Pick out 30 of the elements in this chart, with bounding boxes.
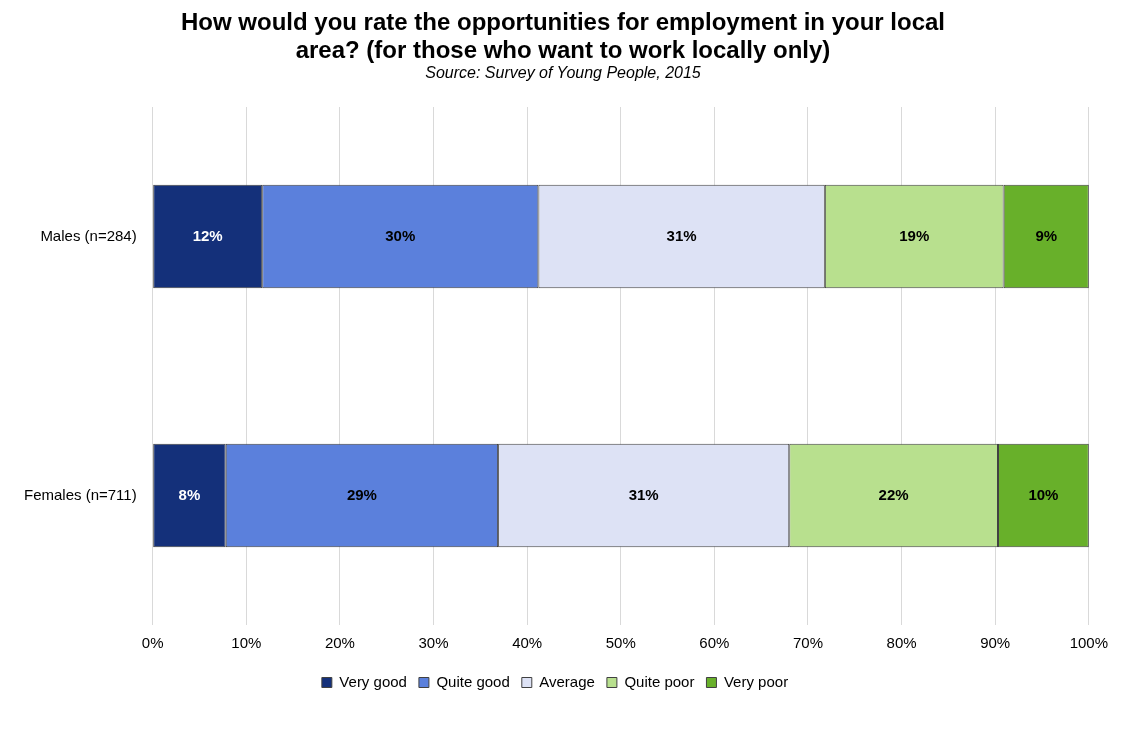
chart-subtitle: Source: Survey of Young People, 2015	[424, 64, 702, 82]
data-label: 29%	[346, 485, 377, 503]
data-label: 9%	[1035, 226, 1058, 244]
data-label: 31%	[666, 226, 697, 244]
x-tick-label: 20%	[324, 634, 355, 652]
x-tick-label: 50%	[605, 634, 636, 652]
x-tick-label: 70%	[792, 634, 823, 652]
x-tick-label: 40%	[512, 634, 543, 652]
data-label: 19%	[899, 226, 930, 244]
data-label: 22%	[878, 485, 909, 503]
data-label: 8%	[178, 485, 201, 503]
legend-label: Average	[539, 672, 595, 690]
x-tick-label: 10%	[231, 634, 262, 652]
x-tick-label: 100%	[1069, 634, 1109, 652]
x-tick-label: 80%	[886, 634, 917, 652]
chart-title: How would you rate the opportunities for employment in your local area? (for those who want to work locally only)	[179, 8, 947, 64]
legend-label: Very poor	[723, 672, 789, 690]
data-label: 30%	[385, 226, 416, 244]
legend-label: Quite good	[436, 672, 510, 690]
y-tick-label: Males (n=284)	[40, 226, 137, 244]
x-tick-label: 0%	[141, 634, 164, 652]
data-label: 12%	[192, 226, 223, 244]
data-label: 31%	[628, 485, 659, 503]
data-label: 10%	[1028, 485, 1059, 503]
y-tick-label: Females (n=711)	[23, 485, 137, 503]
legend-label: Very good	[339, 672, 407, 690]
x-tick-label: 60%	[699, 634, 730, 652]
legend-label: Quite poor	[624, 672, 695, 690]
x-tick-label: 30%	[418, 634, 449, 652]
x-tick-label: 90%	[980, 634, 1011, 652]
